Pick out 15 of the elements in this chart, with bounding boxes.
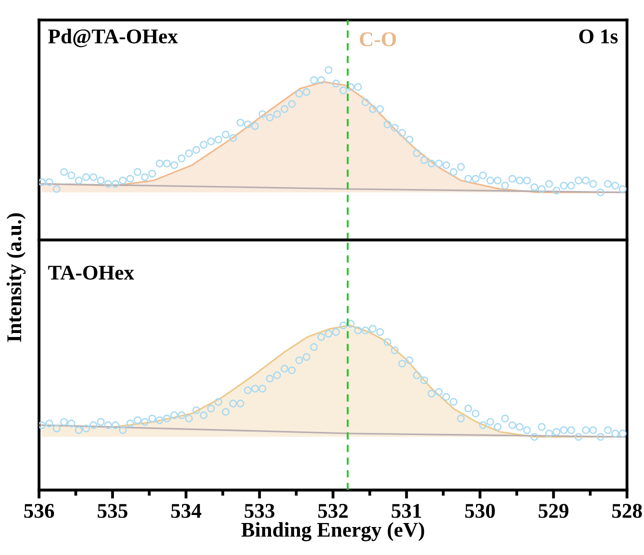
- x-axis-title: Binding Energy (eV): [241, 522, 424, 542]
- text: Pd@TA-OHex: [48, 28, 178, 48]
- x-tick-label: 532: [318, 504, 348, 518]
- ref-line-label: C-O: [360, 32, 396, 46]
- x-tick-label: 529: [538, 504, 568, 518]
- x-tick-label: 535: [98, 504, 128, 518]
- x-tick-label: 536: [24, 504, 54, 518]
- y-axis-title: Intensity (a.u.): [6, 213, 26, 342]
- text: O 1s: [579, 29, 618, 44]
- x-tick-label: 534: [171, 504, 202, 518]
- x-tick-label: 533: [244, 504, 274, 518]
- x-tick-label: 528: [612, 504, 642, 518]
- x-tick-label: 531: [392, 504, 422, 518]
- x-tick-label: 530: [465, 504, 495, 518]
- text: TA-OHex: [48, 266, 134, 280]
